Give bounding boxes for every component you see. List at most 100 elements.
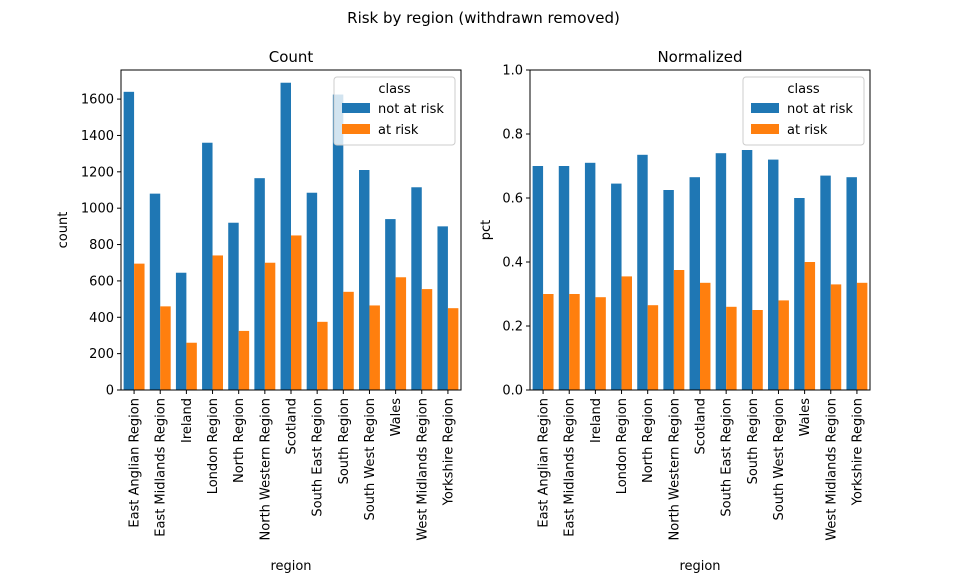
normalized-ytick-label-0: 0.0: [502, 384, 523, 399]
normalized-xtick-label-2: Ireland: [589, 398, 604, 443]
normalized-bar-not-at-risk-10: [794, 198, 805, 390]
count-ytick-label-0: 0: [106, 384, 114, 399]
count-xtick-label-6: Scotland: [285, 398, 300, 455]
normalized-legend-label-not-at-risk: not at risk: [787, 102, 853, 117]
count-legend-label-not-at-risk: not at risk: [378, 102, 444, 117]
count-bar-at-risk-0: [134, 263, 145, 390]
count-xlabel: region: [270, 559, 311, 574]
count-bar-at-risk-11: [421, 289, 433, 390]
normalized-bar-at-risk-8: [752, 310, 763, 390]
normalized-xtick-label-4: North Region: [641, 398, 656, 483]
normalized-xtick-label-6: Scotland: [694, 398, 709, 455]
count-bar-at-risk-2: [186, 342, 197, 390]
normalized-bar-at-risk-2: [595, 297, 606, 390]
count-bar-not-at-risk-10: [385, 219, 396, 390]
count-chart: 0 200 400 600 800 1000 1200 1400 1600 East Anglia…: [56, 48, 462, 574]
count-xtick-label-11: West Midlands Region: [415, 398, 430, 541]
normalized-legend: class not at risk at risk: [742, 76, 865, 146]
count-ytick-label-4: 800: [89, 238, 114, 253]
count-ytick-label-5: 1000: [81, 202, 114, 217]
count-bar-not-at-risk-7: [306, 192, 318, 390]
count-legend: class not at risk at risk: [333, 76, 456, 146]
normalized-xtick-label-7: South East Region: [720, 398, 735, 517]
count-xtick-label-9: South West Region: [363, 398, 378, 521]
normalized-bar-not-at-risk-1: [558, 166, 570, 390]
normalized-legend-title: class: [787, 82, 819, 97]
count-xtick-label-2: Ireland: [180, 398, 195, 443]
normalized-bar-not-at-risk-9: [768, 159, 779, 390]
normalized-legend-swatch-at-risk: [751, 124, 779, 134]
count-xtick-label-4: North Region: [232, 398, 247, 483]
normalized-xlabel: region: [679, 559, 720, 574]
count-bar-not-at-risk-6: [280, 82, 291, 390]
normalized-bar-at-risk-9: [778, 300, 789, 390]
count-bar-at-risk-7: [317, 321, 328, 390]
count-bar-not-at-risk-3: [202, 142, 213, 390]
normalized-title: Normalized: [657, 48, 742, 66]
figure-suptitle: Risk by region (withdrawn removed): [347, 9, 620, 27]
count-title: Count: [269, 48, 314, 66]
count-legend-title: class: [378, 82, 410, 97]
normalized-xtick-label-8: South Region: [746, 398, 761, 484]
normalized-legend-swatch-not-at-risk: [751, 103, 779, 113]
normalized-ytick-label-1: 0.2: [502, 320, 523, 335]
normalized-ytick-label-3: 0.6: [502, 192, 523, 207]
normalized-legend-label-at-risk: at risk: [787, 123, 828, 138]
count-bar-at-risk-5: [264, 262, 276, 390]
normalized-bar-at-risk-5: [673, 270, 685, 390]
normalized-bar-at-risk-10: [804, 262, 816, 390]
count-ytick-label-3: 600: [89, 274, 114, 289]
count-xtick-label-12: Yorkshire Region: [441, 398, 456, 506]
count-bar-at-risk-12: [447, 308, 459, 390]
normalized-bar-not-at-risk-0: [532, 166, 544, 390]
count-xtick-label-7: South East Region: [311, 398, 326, 517]
count-bar-at-risk-9: [369, 305, 380, 390]
normalized-ylabel: pct: [479, 220, 494, 241]
normalized-ytick-label-4: 0.8: [502, 128, 523, 143]
count-bar-at-risk-8: [343, 291, 354, 390]
normalized-xtick-label-5: North Western Region: [667, 398, 682, 540]
normalized-bar-not-at-risk-3: [611, 183, 622, 390]
normalized-xtick-label-12: Yorkshire Region: [850, 398, 865, 506]
count-bar-not-at-risk-5: [254, 178, 265, 390]
count-bar-at-risk-10: [395, 277, 407, 390]
count-xtick-label-8: South Region: [337, 398, 352, 484]
count-bar-at-risk-1: [160, 306, 171, 390]
count-bar-not-at-risk-1: [149, 193, 161, 390]
count-legend-swatch-not-at-risk: [342, 103, 370, 113]
count-bar-at-risk-6: [291, 235, 302, 390]
count-xtick-label-0: East Anglian Region: [128, 398, 143, 528]
normalized-bar-at-risk-6: [700, 282, 711, 390]
count-bar-at-risk-3: [212, 255, 223, 390]
normalized-bar-at-risk-12: [856, 282, 868, 390]
normalized-bar-not-at-risk-8: [741, 150, 753, 390]
count-bar-not-at-risk-2: [175, 272, 187, 390]
normalized-bar-not-at-risk-7: [715, 153, 727, 390]
normalized-bar-not-at-risk-5: [663, 190, 674, 390]
count-bar-not-at-risk-12: [437, 226, 448, 390]
normalized-bar-at-risk-11: [830, 284, 842, 390]
normalized-ytick-label-2: 0.4: [502, 256, 523, 271]
count-ytick-label-2: 400: [89, 311, 114, 326]
count-xtick-label-1: East Midlands Region: [154, 398, 169, 537]
count-bar-not-at-risk-9: [359, 170, 370, 390]
normalized-xtick-label-9: South West Region: [772, 398, 787, 521]
count-xtick-label-3: London Region: [206, 398, 221, 494]
normalized-ytick-label-5: 1.0: [502, 64, 523, 79]
normalized-bar-not-at-risk-2: [584, 162, 596, 390]
normalized-xtick-label-3: London Region: [615, 398, 630, 494]
normalized-xtick-label-10: Wales: [798, 398, 813, 437]
normalized-bar-at-risk-4: [647, 305, 659, 390]
normalized-bar-not-at-risk-12: [846, 177, 857, 390]
normalized-bar-at-risk-3: [621, 276, 632, 390]
count-bar-not-at-risk-4: [228, 222, 239, 390]
count-legend-swatch-at-risk: [342, 124, 370, 134]
normalized-bar-at-risk-0: [543, 294, 554, 390]
normalized-bar-at-risk-1: [569, 294, 580, 390]
count-ytick-label-7: 1400: [81, 129, 114, 144]
normalized-chart: 0.0 0.2 0.4 0.6 0.8 1.0 East Anglian Region Eas…: [479, 48, 871, 574]
normalized-xtick-label-1: East Midlands Region: [563, 398, 578, 537]
count-xtick-label-5: North Western Region: [258, 398, 273, 540]
normalized-bar-not-at-risk-6: [689, 177, 700, 390]
